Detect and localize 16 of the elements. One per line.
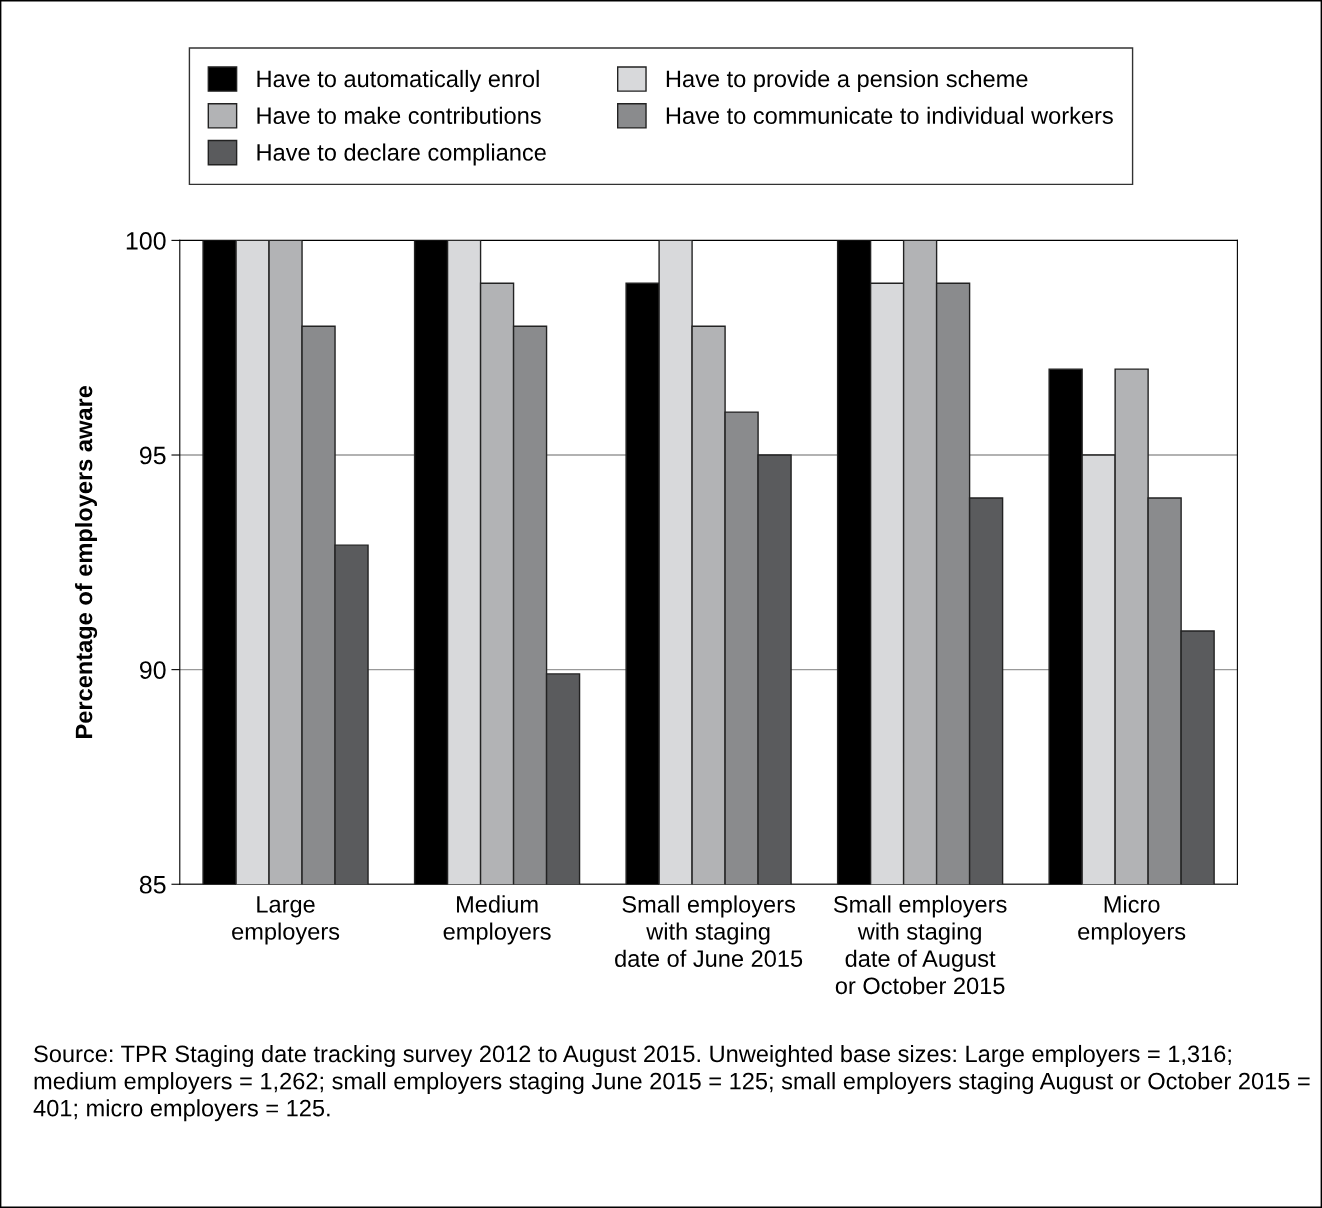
y-tick-label: 90 xyxy=(139,661,166,679)
y-axis-title: Percentage of employers aware xyxy=(75,385,98,738)
legend-label: Have to automatically enrol xyxy=(257,69,539,92)
y-tick-label: 85 xyxy=(139,875,166,894)
x-tick-label: Large employers xyxy=(232,896,340,945)
x-tick-label: Small employers with staging date of August or October 2015 xyxy=(833,895,1007,995)
x-tick-label: Medium employers xyxy=(443,895,551,945)
legend-label: Have to declare compliance xyxy=(257,143,546,166)
legend-label: Have to make contributions xyxy=(257,106,541,125)
legend-label: Have to provide a pension scheme xyxy=(666,69,1028,92)
source-note: Source: TPR Staging date tracking survey 2012 to August 2015. Unweighted base sizes: Large employers = 1,316; medium employers = 1,262; small employers staging June 2015 = 125; small employers staging August or October 2015 = 401; micro employers = 125. xyxy=(33,1044,1310,1122)
x-tick-label: Micro employers xyxy=(1078,895,1186,945)
y-tick-label: 95 xyxy=(139,446,166,465)
x-tick-label: Small employers with staging date of June 2015 xyxy=(615,895,803,967)
y-tick-label: 100 xyxy=(126,231,166,250)
legend-label: Have to communicate to individual workers xyxy=(666,106,1113,125)
